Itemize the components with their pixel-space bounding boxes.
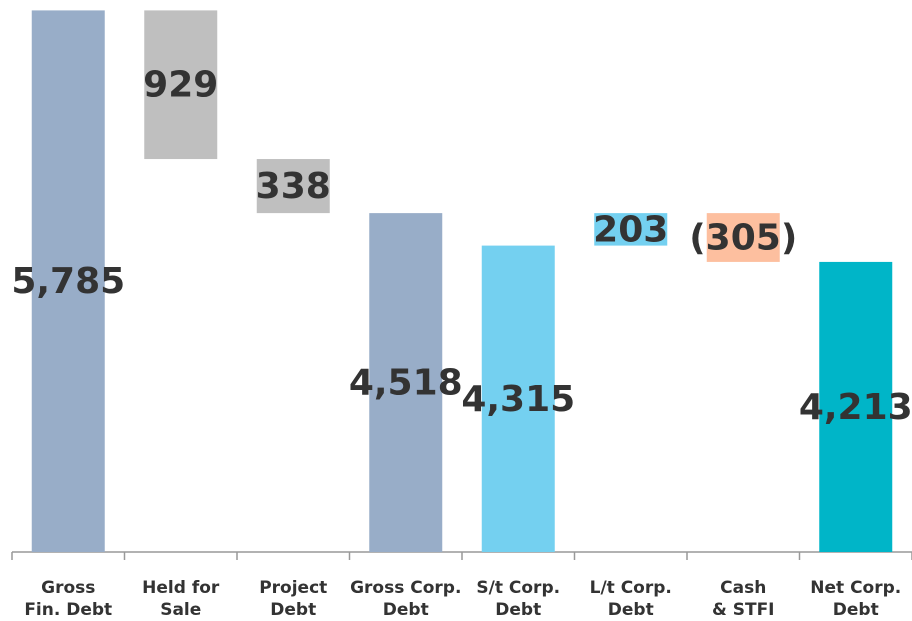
bar — [31, 10, 105, 552]
value-label: 5,785 — [11, 261, 125, 302]
x-tick-label: Net Corp. — [810, 578, 901, 598]
value-label: 4,213 — [799, 387, 912, 428]
x-tick-label: Debt — [270, 600, 316, 620]
bar — [256, 159, 330, 214]
value-label: (305) — [689, 218, 797, 259]
value-label: 4,315 — [461, 379, 575, 420]
x-tick-label: Cash — [720, 578, 766, 598]
x-tick-label: & STFI — [712, 600, 775, 620]
value-label: 203 — [593, 209, 668, 250]
x-tick-label: Debt — [608, 600, 654, 620]
x-tick-label: Debt — [495, 600, 541, 620]
x-tick-label: S/t Corp. — [476, 578, 560, 598]
bar — [144, 10, 218, 160]
value-label: 929 — [143, 65, 218, 106]
bar — [481, 245, 555, 552]
x-tick-label: L/t Corp. — [590, 578, 672, 598]
bar — [819, 261, 893, 552]
x-tick-label: Fin. Debt — [24, 600, 112, 620]
bar — [594, 213, 668, 246]
x-tick-label: Gross Corp. — [350, 578, 461, 598]
value-label: 4,518 — [349, 363, 463, 404]
x-tick-label: Gross — [41, 578, 95, 598]
x-tick-label: Debt — [833, 600, 879, 620]
x-tick-label: Sale — [160, 600, 201, 620]
value-label: 338 — [256, 166, 331, 207]
bar — [369, 213, 443, 552]
x-tick-label: Debt — [383, 600, 429, 620]
x-tick-label: Held for — [142, 578, 220, 598]
bar — [706, 213, 780, 262]
x-tick-label: Project — [259, 578, 327, 598]
